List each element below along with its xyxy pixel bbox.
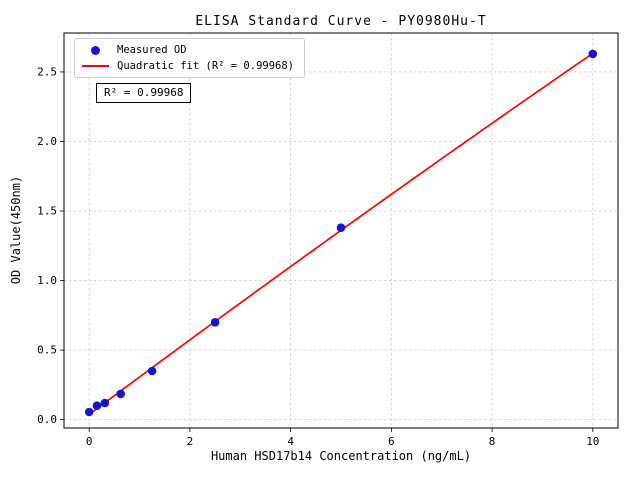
y-tick-label: 2.5 [37, 65, 57, 78]
x-tick-label: 2 [187, 435, 194, 448]
fit-line [88, 52, 594, 416]
line-marker-icon [82, 65, 109, 67]
legend-entry-quadratic-fit: Quadratic fit (R² = 0.99968) [82, 60, 294, 72]
y-tick-label: 0.5 [37, 344, 57, 357]
data-point [84, 407, 94, 417]
data-point [210, 318, 220, 327]
data-point [588, 49, 598, 59]
data-point [336, 223, 346, 232]
x-tick-label: 4 [287, 435, 294, 448]
tick-labels: 0 2 4 6 8 10 0.0 0.5 1.0 1.5 2.0 2.5 [37, 65, 599, 448]
data-point [92, 401, 102, 411]
axes-frame [63, 32, 619, 429]
measured-points [84, 49, 598, 417]
x-tick-label: 6 [388, 435, 395, 448]
x-tick-label: 8 [489, 435, 496, 448]
legend-entry-measured-od: Measured OD [82, 44, 294, 56]
y-tick-label: 2.0 [37, 135, 57, 148]
r-squared-annotation: R² = 0.99968 [96, 83, 192, 103]
data-point [116, 389, 125, 399]
legend-label: Quadratic fit (R² = 0.99968) [117, 60, 295, 72]
y-tick-label: 0.0 [37, 413, 57, 426]
chart-title: ELISA Standard Curve - PY0980Hu-T [195, 14, 487, 29]
ticks [60, 71, 594, 432]
x-tick-label: 0 [86, 435, 93, 448]
y-tick-label: 1.0 [37, 274, 57, 287]
x-tick-label: 10 [586, 435, 599, 448]
data-point [147, 366, 157, 376]
y-tick-label: 1.5 [37, 205, 57, 218]
scatter-marker-icon [91, 45, 100, 55]
y-axis-label: OD Value(450nm) [9, 175, 23, 285]
x-axis-label: Human HSD17b14 Concentration (ng/mL) [210, 449, 472, 463]
data-point [100, 398, 110, 408]
grid [64, 33, 618, 428]
legend-label: Measured OD [117, 44, 187, 56]
legend: Measured OD Quadratic fit (R² = 0.99968) [74, 38, 306, 78]
